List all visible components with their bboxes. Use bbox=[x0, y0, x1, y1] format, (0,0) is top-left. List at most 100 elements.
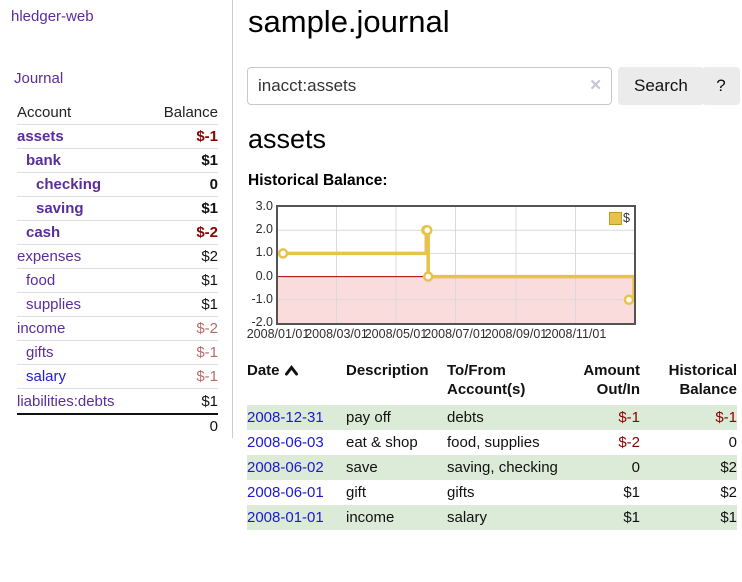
x-tick-label: 2008/07/01 bbox=[424, 327, 487, 341]
transaction-date-link[interactable]: 2008-01-01 bbox=[247, 509, 324, 526]
account-row: saving $1 bbox=[17, 197, 218, 221]
transaction-amount: $1 bbox=[623, 484, 640, 501]
transaction-date-link[interactable]: 2008-06-02 bbox=[247, 459, 324, 476]
account-row: food $1 bbox=[17, 269, 218, 293]
account-heading: assets bbox=[248, 124, 327, 154]
accounts-total-value: 0 bbox=[209, 417, 218, 435]
account-row: gifts $-1 bbox=[17, 341, 218, 365]
account-link-checking[interactable]: checking bbox=[36, 176, 102, 193]
register-row: 2008-01-01 income salary $1 $1 bbox=[247, 505, 737, 530]
app-brand-link[interactable]: hledger-web bbox=[11, 8, 94, 25]
help-button[interactable]: ? bbox=[702, 67, 740, 105]
x-tick-label: 2008/11/01 bbox=[544, 327, 607, 341]
column-header-date-label: Date bbox=[247, 362, 280, 379]
transaction-date-link[interactable]: 2008-06-03 bbox=[247, 434, 324, 451]
transaction-balance: $2 bbox=[720, 484, 737, 501]
register-row: 2008-06-01 gift gifts $1 $2 bbox=[247, 480, 737, 505]
account-balance: $1 bbox=[201, 392, 218, 410]
transaction-date-link[interactable]: 2008-12-31 bbox=[247, 409, 324, 426]
register-row: 2008-06-03 eat & shop food, supplies $-2… bbox=[247, 430, 737, 455]
column-header-balance: Historical Balance bbox=[668, 362, 737, 398]
account-balance: $-2 bbox=[196, 224, 218, 241]
account-row: liabilities:debts $1 bbox=[17, 389, 218, 413]
y-tick-label: 2.0 bbox=[255, 222, 273, 237]
account-row: assets $-1 bbox=[17, 125, 218, 149]
transaction-amount: 0 bbox=[631, 459, 640, 476]
account-balance: $2 bbox=[201, 248, 218, 265]
chart-legend: $ bbox=[609, 211, 630, 225]
account-link-expenses[interactable]: expenses bbox=[17, 248, 82, 265]
account-link-bank[interactable]: bank bbox=[26, 152, 62, 169]
account-link-assets[interactable]: assets bbox=[17, 128, 64, 145]
account-link-salary[interactable]: salary bbox=[26, 368, 67, 385]
account-balance: $-1 bbox=[196, 128, 218, 145]
legend-swatch-icon bbox=[609, 211, 623, 225]
transaction-accounts: gifts bbox=[447, 484, 475, 501]
transaction-accounts: saving, checking bbox=[447, 459, 558, 476]
historical-balance-label: Historical Balance: bbox=[248, 172, 388, 189]
transaction-date-link[interactable]: 2008-06-01 bbox=[247, 484, 324, 501]
search-button[interactable]: Search bbox=[618, 67, 704, 105]
accounts-total-row: 0 bbox=[17, 413, 218, 437]
account-balance: $1 bbox=[201, 272, 218, 289]
account-balance: $-1 bbox=[196, 344, 218, 361]
column-header-accounts: To/From Account(s) bbox=[447, 362, 526, 398]
legend-label: $ bbox=[623, 211, 630, 225]
page-title: sample.journal bbox=[248, 4, 450, 39]
account-link-liabilities-debts[interactable]: liabilities:debts bbox=[17, 392, 115, 410]
transaction-accounts: debts bbox=[447, 409, 484, 426]
account-row: supplies $1 bbox=[17, 293, 218, 317]
sidebar: hledger-web Journal Account Balance asse… bbox=[0, 0, 233, 438]
account-row: cash $-2 bbox=[17, 221, 218, 245]
transaction-balance: $2 bbox=[720, 459, 737, 476]
account-link-supplies[interactable]: supplies bbox=[26, 296, 82, 313]
search-input[interactable] bbox=[247, 67, 612, 105]
account-balance: $1 bbox=[201, 152, 218, 169]
account-link-cash[interactable]: cash bbox=[26, 224, 61, 241]
clear-search-icon[interactable]: ✕ bbox=[589, 77, 602, 94]
register-table: Date Description To/From Account(s) Amou… bbox=[247, 361, 737, 530]
y-tick-label: 0.0 bbox=[255, 268, 273, 283]
transaction-accounts: salary bbox=[447, 509, 488, 526]
transaction-description: eat & shop bbox=[346, 434, 418, 451]
account-balance: $-1 bbox=[196, 368, 218, 385]
account-row: expenses $2 bbox=[17, 245, 218, 269]
x-tick-label: 2008/09/01 bbox=[484, 327, 548, 341]
account-link-saving[interactable]: saving bbox=[36, 200, 84, 217]
column-header-date[interactable]: Date bbox=[247, 361, 346, 405]
transaction-amount: $1 bbox=[623, 509, 640, 526]
register-row: 2008-12-31 pay off debts $-1 $-1 bbox=[247, 405, 737, 430]
transaction-description: income bbox=[346, 509, 395, 526]
y-tick-label: -2.0 bbox=[251, 315, 273, 329]
search-bar: ✕ Search ? bbox=[247, 67, 742, 105]
x-tick-label: 2008/01/01 bbox=[246, 327, 310, 341]
column-header-amount: Amount Out/In bbox=[583, 362, 640, 398]
transaction-balance: 0 bbox=[728, 434, 737, 451]
chart-plot-area bbox=[278, 207, 634, 323]
register-row: 2008-06-02 save saving, checking 0 $2 bbox=[247, 455, 737, 480]
column-header-description: Description bbox=[346, 362, 429, 379]
sort-ascending-icon bbox=[284, 362, 299, 381]
main-content: sample.journal ✕ Search ? assets Histori… bbox=[247, 0, 742, 582]
account-balance: $1 bbox=[201, 200, 218, 217]
register-header-row: Date Description To/From Account(s) Amou… bbox=[247, 361, 737, 405]
transaction-balance: $-1 bbox=[715, 409, 737, 426]
account-balance: 0 bbox=[209, 176, 218, 193]
sidebar-item-journal[interactable]: Journal bbox=[14, 70, 64, 87]
account-row: salary $-1 bbox=[17, 365, 218, 389]
transaction-accounts: food, supplies bbox=[447, 434, 540, 451]
accounts-table: Account Balance assets $-1 bank $1 checkin… bbox=[17, 101, 218, 437]
account-balance: $-2 bbox=[196, 320, 218, 337]
transaction-amount: $-2 bbox=[618, 434, 640, 451]
transaction-description: gift bbox=[346, 484, 367, 501]
account-row: bank $1 bbox=[17, 149, 218, 173]
chart-x-axis-labels: 2008/01/01 2008/03/01 2008/05/01 2008/07/01… bbox=[247, 327, 634, 341]
transaction-description: pay off bbox=[346, 409, 391, 426]
account-link-food[interactable]: food bbox=[26, 272, 56, 289]
account-link-gifts[interactable]: gifts bbox=[26, 344, 54, 361]
x-tick-label: 2008/05/01 bbox=[364, 327, 428, 341]
account-link-income[interactable]: income bbox=[17, 320, 66, 337]
account-balance: $1 bbox=[201, 296, 218, 313]
account-row: checking 0 bbox=[17, 173, 218, 197]
